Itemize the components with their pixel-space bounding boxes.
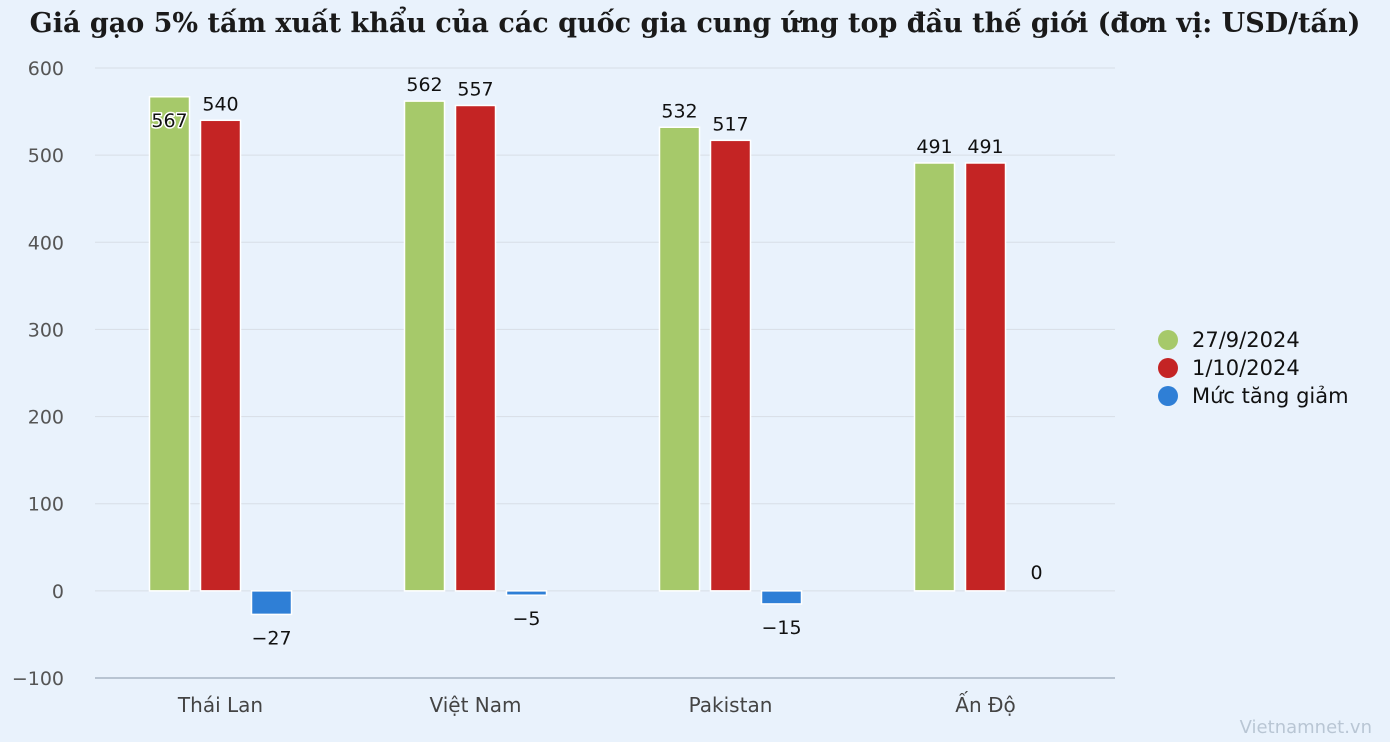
bar <box>250 590 293 616</box>
y-tick-label: 100 <box>28 494 64 516</box>
bar <box>709 139 752 592</box>
data-label: 532 <box>661 100 697 122</box>
chart-title: Giá gạo 5% tấm xuất khẩu của các quốc gi… <box>29 8 1361 39</box>
data-label: 517 <box>712 113 748 135</box>
bar <box>148 96 191 592</box>
bar <box>454 104 497 592</box>
y-tick-label: 0 <box>52 581 64 603</box>
y-tick-label: −100 <box>12 668 64 690</box>
data-label: −15 <box>761 617 801 639</box>
bar <box>403 100 446 592</box>
legend: 27/9/2024 1/10/2024 Mức tăng giảm <box>1158 326 1349 410</box>
legend-item[interactable]: Mức tăng giảm <box>1158 382 1349 410</box>
data-label: 562 <box>406 74 442 96</box>
data-label: −27 <box>251 627 291 649</box>
data-label: 491 <box>967 136 1003 158</box>
x-tick-label: Thái Lan <box>177 693 263 717</box>
x-axis-ticks: Thái Lan Việt Nam Pakistan Ấn Độ <box>177 692 1016 717</box>
data-label: −5 <box>512 608 540 630</box>
data-label: 491 <box>916 136 952 158</box>
y-axis-ticks: 600 500 400 300 200 100 0 −100 <box>12 58 64 690</box>
legend-item[interactable]: 1/10/2024 <box>1158 354 1349 382</box>
legend-swatch <box>1158 358 1178 378</box>
y-tick-label: 300 <box>28 319 64 341</box>
bar <box>505 590 548 596</box>
bar <box>199 119 242 592</box>
grid-lines <box>95 67 1115 679</box>
bar <box>658 126 701 592</box>
data-label: 540 <box>202 93 238 115</box>
y-tick-label: 500 <box>28 145 64 167</box>
legend-item[interactable]: 27/9/2024 <box>1158 326 1349 354</box>
legend-swatch <box>1158 330 1178 350</box>
data-label: 557 <box>457 78 493 100</box>
data-label: 0 <box>1030 562 1042 584</box>
x-tick-label: Việt Nam <box>429 693 521 717</box>
legend-label: 27/9/2024 <box>1192 328 1300 352</box>
data-labels: 567 540 −27 562 557 −5 532 517 −15 491 491 0 <box>150 74 1043 649</box>
y-tick-label: 200 <box>28 407 64 429</box>
legend-label: 1/10/2024 <box>1192 356 1300 380</box>
x-tick-label: Ấn Độ <box>955 692 1015 717</box>
bar <box>964 162 1007 592</box>
y-tick-label: 400 <box>28 232 64 254</box>
legend-swatch <box>1158 386 1178 406</box>
bars <box>148 96 1007 616</box>
bar <box>913 162 956 592</box>
watermark: Vietnamnet.vn <box>1239 717 1372 738</box>
x-tick-label: Pakistan <box>689 693 773 717</box>
y-tick-label: 600 <box>28 58 64 80</box>
data-label: 567 <box>151 110 187 132</box>
legend-label: Mức tăng giảm <box>1192 384 1349 408</box>
bar <box>760 590 803 605</box>
